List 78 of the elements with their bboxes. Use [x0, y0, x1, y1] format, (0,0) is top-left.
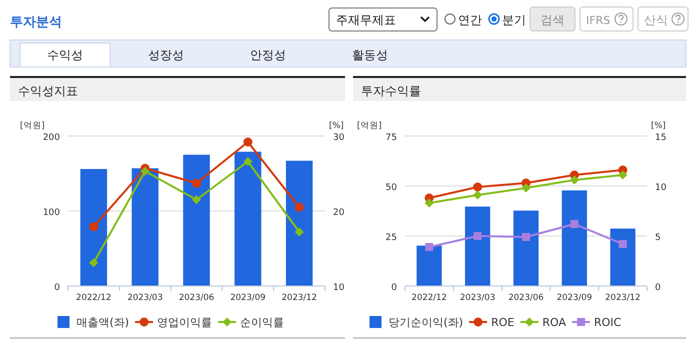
- bar: [286, 160, 313, 286]
- text: 주재무제표: [336, 13, 396, 27]
- legend-label: ROA: [542, 316, 566, 329]
- legend-label: 당기순이익(좌): [388, 316, 464, 329]
- y-tick-label: 0: [54, 283, 60, 293]
- chart-title: 투자수익률: [361, 84, 421, 98]
- point: [425, 243, 434, 251]
- y-tick-label: 200: [42, 133, 60, 143]
- x-tick-label: 2023/09: [230, 293, 266, 303]
- point: [570, 176, 579, 184]
- x-tick-label: 2022/12: [76, 293, 112, 303]
- text: 투자분석: [10, 15, 62, 30]
- point: [618, 170, 628, 180]
- text: 연간: [458, 13, 482, 27]
- y-tick-label: 0: [391, 283, 398, 293]
- point: [522, 233, 530, 241]
- x-tick-label: 2023/03: [127, 293, 163, 303]
- bar: [80, 169, 108, 286]
- y2-tick-label: 15: [655, 133, 666, 143]
- point: [424, 198, 434, 208]
- point: [89, 222, 98, 232]
- x-tick-label: 2023/03: [460, 293, 496, 303]
- y2-tick-label: 5: [655, 233, 661, 243]
- y-tick-label: 50: [386, 183, 398, 193]
- point: [473, 190, 482, 200]
- legend-label: ROIC: [594, 316, 622, 329]
- y2-axis-title: [%]: [651, 121, 666, 131]
- text: 산식: [644, 13, 668, 27]
- legend-label: 영업이익률: [157, 316, 212, 329]
- x-tick-label: 2023/06: [178, 293, 214, 303]
- legend-label: 순이익률: [240, 316, 284, 329]
- point: [192, 195, 201, 204]
- legend-label: ROE: [491, 316, 514, 329]
- bar: [465, 206, 490, 286]
- y-axis-title: [억원]: [357, 121, 382, 131]
- bar: [132, 168, 158, 286]
- point: [474, 232, 482, 240]
- bar: [234, 152, 262, 286]
- y2-tick-label: 10: [655, 183, 667, 193]
- point: [522, 184, 530, 192]
- y2-tick-label: 0: [655, 283, 661, 293]
- bar: [513, 210, 539, 286]
- y2-tick-label: 10: [333, 283, 345, 293]
- point: [294, 228, 304, 236]
- y2-tick-label: 20: [333, 208, 345, 218]
- x-tick-label: 2023/12: [282, 293, 317, 303]
- y-tick-label: 25: [386, 233, 397, 243]
- chart-title: 수익성지표: [18, 84, 78, 98]
- y2-tick-label: 30: [333, 133, 345, 143]
- text: 검색: [540, 13, 564, 27]
- x-tick-label: 2022/12: [412, 293, 447, 303]
- y-tick-label: 75: [386, 133, 397, 143]
- legend-label: 매출액(좌): [76, 316, 130, 329]
- point: [192, 178, 201, 188]
- x-tick-label: 2023/09: [556, 293, 592, 303]
- y-tick-label: 100: [42, 208, 60, 218]
- bar: [183, 154, 210, 286]
- y2-axis-title: [%]: [329, 121, 344, 131]
- text: 분기: [502, 13, 526, 27]
- point: [473, 182, 482, 192]
- bar: [562, 190, 587, 286]
- point: [140, 166, 150, 176]
- point: [243, 138, 252, 146]
- text: 안정성: [250, 48, 286, 62]
- text: IFRS: [586, 14, 610, 27]
- point: [294, 202, 304, 212]
- point: [243, 157, 252, 166]
- point: [89, 258, 98, 268]
- text: 활동성: [352, 48, 388, 62]
- bar: [610, 228, 636, 286]
- bar: [416, 246, 442, 286]
- point: [618, 240, 627, 248]
- x-tick-label: 2023/06: [508, 293, 544, 303]
- y-axis-title: [억원]: [20, 121, 45, 131]
- text: 성장성: [148, 48, 184, 62]
- x-tick-label: 2023/12: [605, 293, 640, 303]
- point: [570, 220, 578, 228]
- text: 수익성: [47, 48, 83, 62]
